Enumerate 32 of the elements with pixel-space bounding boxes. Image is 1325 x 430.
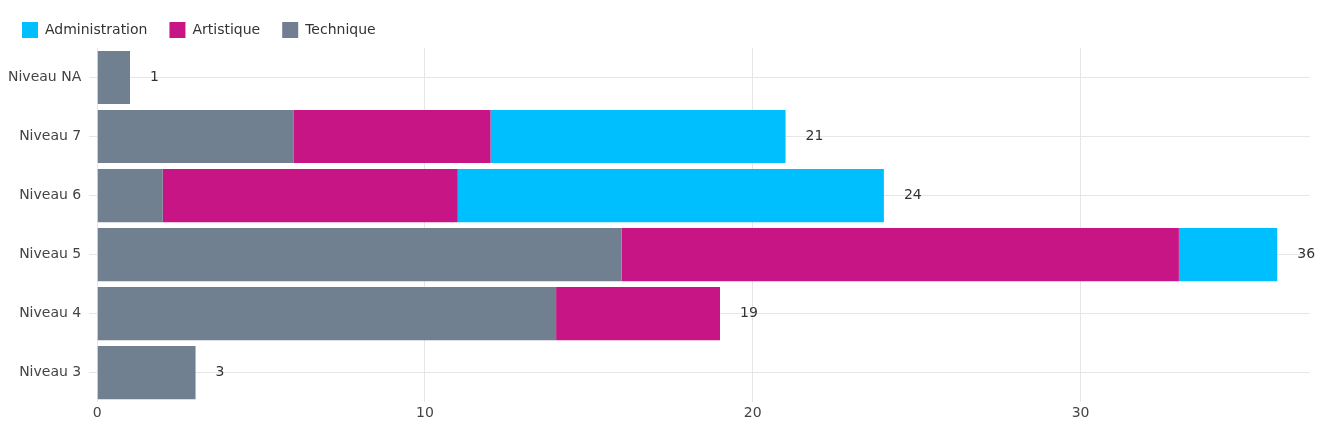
x-tick-label: 30	[1071, 404, 1090, 421]
total-label: 19	[740, 304, 758, 321]
legend-label: Artistique	[192, 20, 261, 37]
y-tick-label: Niveau 3	[19, 363, 82, 380]
total-label: 3	[215, 363, 225, 380]
bar	[97, 50, 130, 105]
bar	[97, 346, 196, 400]
total-label: 24	[903, 186, 922, 203]
bar	[293, 109, 491, 164]
total-label: 1	[149, 68, 159, 85]
x-tick-label: 20	[743, 404, 762, 421]
bar	[162, 169, 458, 223]
x-tick-label: 10	[416, 404, 434, 421]
y-tick-label: Niveau 5	[19, 245, 82, 262]
legend-label: Administration	[45, 20, 148, 37]
bar	[97, 287, 557, 341]
bar	[1178, 228, 1278, 282]
y-tick-label: Niveau 6	[19, 186, 82, 203]
y-tick-label: Niveau 7	[19, 127, 82, 144]
y-tick-label: Niveau NA	[7, 68, 82, 85]
bar	[97, 109, 294, 164]
x-tick-label: 0	[92, 404, 102, 421]
legend-label: Technique	[304, 20, 376, 37]
bar	[97, 228, 622, 282]
total-label: 21	[805, 127, 824, 144]
bar	[490, 109, 786, 164]
bar	[97, 169, 163, 223]
bar	[457, 169, 884, 223]
total-label: 36	[1297, 245, 1316, 262]
bar	[556, 287, 720, 341]
bar	[621, 228, 1179, 282]
y-tick-label: Niveau 4	[19, 304, 82, 321]
